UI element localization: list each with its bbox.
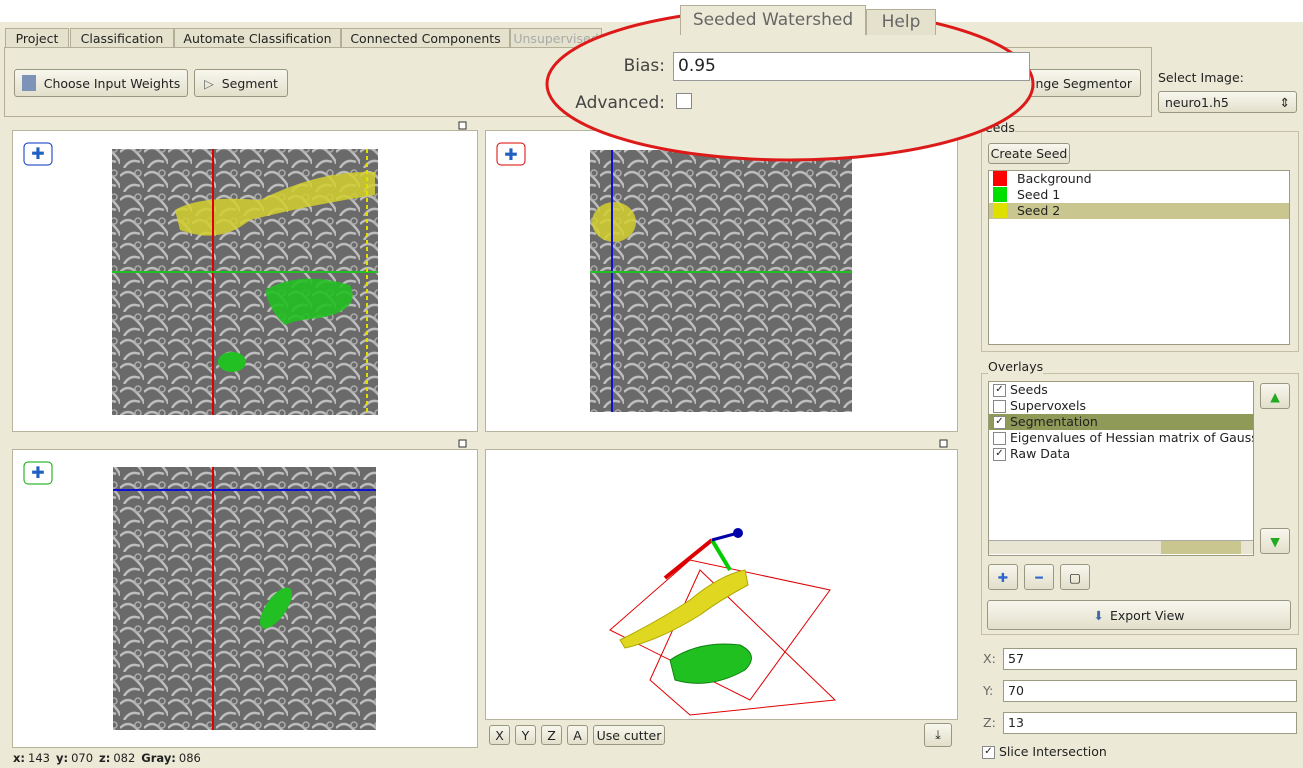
button-label: Export View	[1109, 607, 1185, 623]
view-button[interactable]: Use cutter	[593, 725, 665, 745]
move-down-button[interactable]: ▼	[1260, 528, 1290, 554]
seed-item[interactable]: Seed 2	[989, 203, 1289, 219]
status-bar: x: 143 y: 070 z: 082 Gray: 086	[13, 751, 207, 765]
status-label: x:	[13, 751, 26, 765]
advanced-label: Advanced:	[575, 93, 665, 113]
coord-label: Y:	[983, 683, 994, 698]
remove-overlay-button[interactable]: ━	[1024, 564, 1054, 590]
bias-label: Bias:	[623, 56, 665, 76]
view-button[interactable]: Z	[541, 725, 562, 745]
overlay-item[interactable]: Supervoxels	[989, 398, 1253, 414]
coord-spinbox[interactable]: 13	[1003, 712, 1297, 734]
status-label: y:	[55, 751, 69, 765]
checkbox[interactable]	[993, 432, 1006, 445]
button-label: ange Segmentor	[1027, 75, 1132, 91]
overlay-item[interactable]: ✓ Seeds	[989, 382, 1253, 398]
status-value: 086	[178, 751, 201, 765]
seed-label: Background	[1017, 171, 1092, 186]
overlays-group	[981, 373, 1299, 635]
seed-swatch	[993, 187, 1007, 202]
coord-spinbox[interactable]: 57	[1003, 648, 1297, 670]
export-view-button[interactable]: ⬇ Export View	[987, 600, 1291, 630]
tab[interactable]: Classification	[70, 28, 174, 48]
svg-text:✚: ✚	[31, 144, 44, 163]
checkbox[interactable]: ✓	[993, 384, 1006, 397]
select-image-label: Select Image:	[1158, 70, 1244, 85]
advanced-checkbox[interactable]	[676, 93, 692, 109]
segment-button[interactable]: ▷ Segment	[194, 69, 288, 97]
overlay-label: Seeds	[1010, 382, 1048, 397]
change-segmentor-button[interactable]: ange Segmentor	[1010, 69, 1141, 97]
checkbox[interactable]: ✓	[993, 448, 1006, 461]
svg-text:✚: ✚	[504, 145, 517, 164]
status-label: Gray:	[141, 751, 176, 765]
overlay-label: Supervoxels	[1010, 398, 1086, 413]
bias-input[interactable]: 0.95	[673, 52, 1030, 81]
tab[interactable]: Help	[866, 9, 936, 35]
coord-label: Z:	[983, 715, 996, 730]
checkbox[interactable]: ✓	[993, 416, 1006, 429]
status-value: 143	[28, 751, 50, 765]
add-overlay-button[interactable]: ✚	[988, 564, 1018, 590]
coord-label: X:	[983, 651, 996, 666]
seed-item[interactable]: Seed 1	[989, 187, 1289, 203]
image-dropdown[interactable]: neuro1.h5 ⇕	[1158, 91, 1297, 113]
seed-label: Seed 2	[1017, 203, 1061, 218]
overlay-list: ✓ Seeds Supervoxels ✓ Segmentation Eigenvalue…	[988, 381, 1254, 556]
coord-spinbox[interactable]: 70	[1003, 680, 1297, 702]
seeds-group	[981, 131, 1299, 352]
seed-swatch	[993, 171, 1007, 186]
tab[interactable]: Project	[5, 28, 69, 48]
view-button[interactable]: A	[567, 725, 588, 745]
checkbox[interactable]: ✓	[982, 746, 995, 759]
view-button[interactable]: X	[489, 725, 510, 745]
overlay-label: Segmentation	[1010, 414, 1098, 429]
seed-swatch	[993, 203, 1007, 218]
create-seed-button[interactable]: Create Seed	[988, 143, 1070, 164]
tab[interactable]: Automate Classification	[174, 28, 341, 48]
view-button[interactable]: Y	[515, 725, 536, 745]
choose-weights-button[interactable]: Choose Input Weights	[14, 69, 188, 97]
seed-list: Background Seed 1 Seed 2	[988, 170, 1290, 345]
overlay-label: Eigenvalues of Hessian matrix of Gaussia	[1010, 430, 1253, 445]
tab-active[interactable]: Seeded Watershed	[680, 5, 866, 35]
callout	[545, 6, 1035, 162]
scrollbar[interactable]	[989, 540, 1253, 554]
svg-text:✚: ✚	[31, 463, 44, 482]
overlay-item[interactable]: ✓ Segmentation	[989, 414, 1253, 430]
status-value: 082	[113, 751, 136, 765]
dropdown-value: neuro1.h5	[1165, 94, 1229, 110]
seed-label: Seed 1	[1017, 187, 1061, 202]
status-value: 070	[71, 751, 94, 765]
status-label: z:	[99, 751, 111, 765]
overlay-item[interactable]: ✓ Raw Data	[989, 446, 1253, 462]
config-overlay-button[interactable]: ▢	[1060, 564, 1090, 590]
checkbox[interactable]	[993, 400, 1006, 413]
seed-item[interactable]: Background	[989, 171, 1289, 187]
slice-intersection[interactable]: ✓ Slice Intersection	[982, 744, 1107, 759]
move-up-button[interactable]: ▲	[1260, 383, 1290, 409]
tab[interactable]: Unsupervised	[510, 28, 602, 48]
tab[interactable]: Connected Components	[341, 28, 510, 48]
overlays-title: Overlays	[988, 359, 1044, 374]
overlay-label: Raw Data	[1010, 446, 1071, 461]
button-label: Choose Input Weights	[43, 75, 181, 91]
checkbox-label: Slice Intersection	[999, 744, 1107, 759]
overlay-item[interactable]: Eigenvalues of Hessian matrix of Gaussia	[989, 430, 1253, 446]
screenshot-button[interactable]: ⤓	[924, 723, 952, 747]
button-label: Segment	[221, 75, 278, 91]
